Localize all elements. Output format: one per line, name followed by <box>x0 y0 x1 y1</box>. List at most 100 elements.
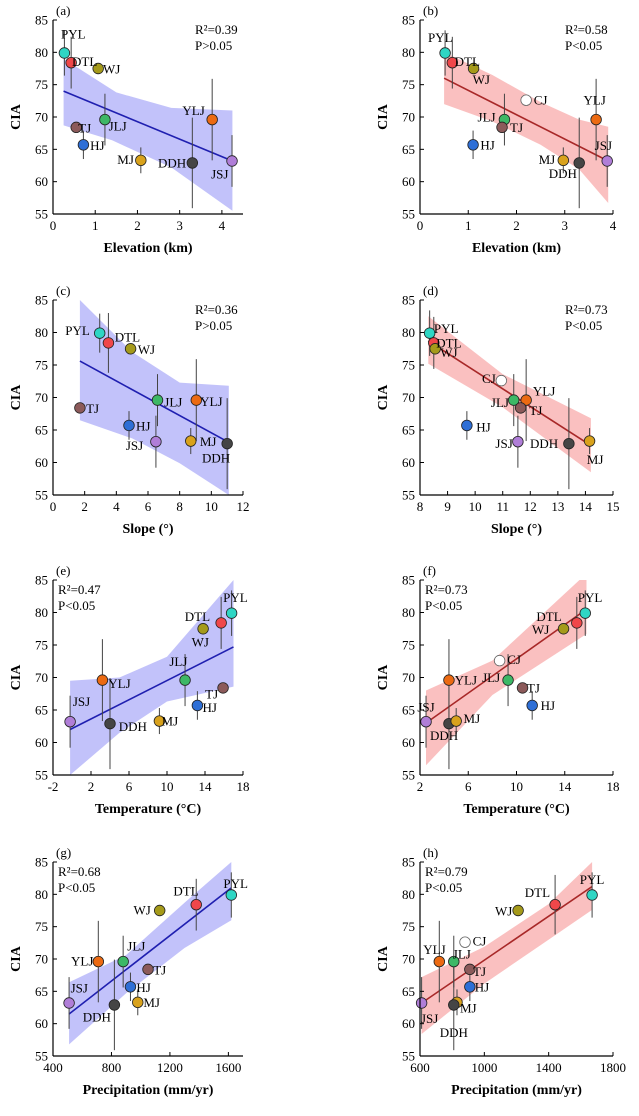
panel-tag: (e) <box>56 563 70 578</box>
point-label: HJ <box>203 700 217 715</box>
y-tick-label: 60 <box>402 174 415 189</box>
y-tick-label: 55 <box>402 1049 415 1064</box>
y-tick-label: 80 <box>35 325 48 340</box>
r-squared-label: R²=0.47 <box>58 582 101 597</box>
p-value-label: P>0.05 <box>195 38 232 53</box>
y-tick-label: 85 <box>35 855 48 870</box>
data-point <box>579 607 591 619</box>
y-tick-label: 65 <box>35 703 48 718</box>
point-label: TJ <box>527 680 540 695</box>
point-label: TJ <box>153 962 166 977</box>
data-point <box>448 999 460 1011</box>
x-tick-label: -2 <box>48 779 59 794</box>
data-point <box>92 955 105 968</box>
point-label: DTL <box>536 609 561 624</box>
point-label: PYL <box>428 30 453 45</box>
y-tick-label: 55 <box>402 207 415 222</box>
point-label: DTL <box>525 885 550 900</box>
x-tick-label: 2 <box>134 218 141 233</box>
data-point <box>563 437 575 450</box>
regression-line <box>68 887 232 1015</box>
point-label: MJ <box>587 452 604 467</box>
confidence-band <box>426 580 587 766</box>
x-tick-label: 4 <box>113 499 120 514</box>
y-tick-label: 60 <box>402 455 415 470</box>
x-tick-label: 1000 <box>471 1060 497 1075</box>
p-value-label: P<0.05 <box>58 880 95 895</box>
x-tick-label: 18 <box>607 779 620 794</box>
data-point <box>583 435 596 447</box>
panel-tag: (a) <box>56 3 70 18</box>
point-label: JLJ <box>109 119 127 134</box>
point-label: CJ <box>534 93 548 108</box>
data-point <box>190 898 202 911</box>
data-point <box>217 682 229 694</box>
point-label: JSJ <box>421 1011 438 1026</box>
y-tick-label: 70 <box>35 670 48 685</box>
y-tick-label: 60 <box>35 735 48 750</box>
confidence-band <box>444 52 609 203</box>
x-tick-label: 1 <box>92 218 99 233</box>
y-tick-label: 55 <box>402 488 415 503</box>
y-tick-label: 55 <box>35 1049 48 1064</box>
y-tick-label: 80 <box>402 887 415 902</box>
point-label: YLJ <box>423 942 445 957</box>
point-label: WJ <box>440 345 457 360</box>
data-point <box>467 139 479 151</box>
y-tick-label: 60 <box>402 735 415 750</box>
point-label: DTL <box>72 54 97 69</box>
r-squared-label: R²=0.79 <box>425 864 468 879</box>
data-point <box>520 94 532 106</box>
x-tick-label: 11 <box>496 499 509 514</box>
data-point <box>459 936 471 948</box>
x-tick-label: 2 <box>513 218 520 233</box>
data-point <box>464 963 476 976</box>
data-point <box>225 607 238 619</box>
y-tick-label: 85 <box>35 13 48 28</box>
point-label: MJ <box>143 995 160 1010</box>
data-point <box>415 997 428 1009</box>
x-tick-label: 10 <box>510 779 523 794</box>
point-label: WJ <box>495 904 512 919</box>
point-label: PYL <box>65 323 90 338</box>
y-tick-label: 55 <box>35 207 48 222</box>
x-tick-label: 0 <box>50 499 57 514</box>
y-tick-label: 55 <box>35 488 48 503</box>
x-tick-label: 4 <box>610 218 617 233</box>
x-tick-label: 12 <box>524 499 537 514</box>
point-label: DTL <box>185 609 210 624</box>
point-label: YLJ <box>71 953 93 968</box>
y-tick-label: 70 <box>402 110 415 125</box>
y-tick-label: 65 <box>402 423 415 438</box>
data-point <box>443 674 455 686</box>
x-tick-label: 4 <box>219 218 226 233</box>
point-label: CJ <box>473 933 487 948</box>
x-tick-label: 6 <box>465 779 472 794</box>
point-label: CJ <box>507 652 521 667</box>
point-label: WJ <box>473 72 490 87</box>
x-axis-label: Elevation (km) <box>472 241 561 256</box>
data-point <box>108 999 121 1011</box>
point-label: PYL <box>223 876 248 891</box>
data-point <box>191 699 204 712</box>
x-tick-label: 10 <box>205 499 218 514</box>
x-axis-label: Precipitation (mm/yr) <box>83 1083 214 1098</box>
x-tick-label: 2 <box>417 779 424 794</box>
data-point <box>132 996 144 1009</box>
point-label: MJ <box>162 714 179 729</box>
data-point <box>448 955 460 968</box>
regression-line <box>427 340 592 447</box>
x-tick-label: 1200 <box>157 1060 183 1075</box>
y-tick-label: 70 <box>402 390 415 405</box>
y-tick-label: 70 <box>402 670 415 685</box>
data-point <box>516 682 529 694</box>
r-squared-label: R²=0.39 <box>195 22 238 37</box>
point-label: DDH <box>530 436 558 451</box>
panel-tag: (f) <box>423 563 436 578</box>
point-label: JLJ <box>127 939 145 954</box>
point-label: TJ <box>510 120 523 135</box>
y-tick-label: 75 <box>35 919 48 934</box>
